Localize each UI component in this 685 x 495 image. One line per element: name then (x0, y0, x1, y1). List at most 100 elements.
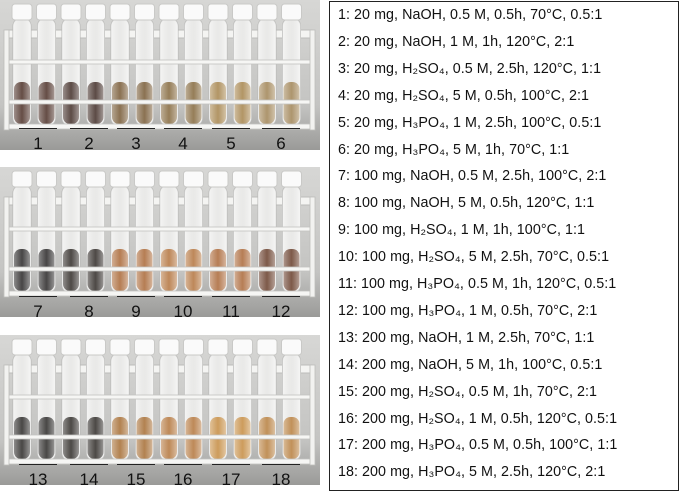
test-tube (256, 170, 278, 294)
rack-post (3, 29, 10, 131)
sample-number-label: 12 (261, 296, 301, 320)
sample-number-label: 13 (18, 464, 58, 488)
rack-post (309, 29, 316, 131)
sample-number-row-3: 13 14 15 16 17 18 (18, 464, 308, 494)
test-tube (158, 170, 180, 294)
test-tube (85, 338, 106, 462)
sample-number-text: 6 (276, 134, 286, 153)
sample-number-text: 9 (131, 302, 141, 321)
sample-number-text: 4 (178, 134, 188, 153)
underline-divider (70, 296, 108, 297)
rack-post (3, 364, 10, 466)
test-tube (36, 338, 57, 462)
legend-entry: 17: 200 mg, H₃PO₄, 0.5 M, 0.5h, 100°C, 1… (338, 437, 618, 454)
underline-divider (19, 128, 57, 129)
tube-rack-photo-2 (0, 167, 320, 317)
test-tube (11, 170, 33, 294)
tube-rack-photo-3 (0, 335, 320, 485)
sample-number-text: 12 (271, 302, 291, 321)
test-tube (281, 170, 302, 294)
legend-entry: 15: 200 mg, H₂SO₄, 0.5 M, 1h, 70°C, 2:1 (338, 383, 598, 400)
test-tube (60, 338, 82, 462)
test-tube (256, 3, 278, 127)
test-tube (134, 170, 155, 294)
rack-rail (3, 59, 315, 65)
legend-entry: 12: 100 mg, H₃PO₄, 1 M, 0.5h, 70°C, 2:1 (338, 302, 598, 319)
legend-entry: 10: 100 mg, H₂SO₄, 5 M, 2.5h, 70°C, 0.5:… (338, 249, 610, 266)
legend-entry: 5: 20 mg, H₃PO₄, 1 M, 2.5h, 100°C, 0.5:1 (338, 114, 602, 131)
test-tube (207, 338, 229, 462)
test-tube (11, 338, 33, 462)
underline-divider (212, 296, 250, 297)
sample-number-label: 7 (18, 296, 58, 320)
underline-divider (117, 296, 155, 297)
sample-number-text: 10 (173, 302, 193, 321)
sample-number-label: 11 (211, 296, 251, 320)
test-tube (207, 3, 229, 127)
underline-divider (212, 128, 250, 129)
underline-divider (262, 128, 300, 129)
sample-number-text: 13 (28, 470, 48, 489)
test-tube (281, 338, 302, 462)
underline-divider (70, 128, 108, 129)
test-tube (109, 3, 131, 127)
test-tube (232, 3, 253, 127)
test-tube (109, 338, 131, 462)
legend-entry: 4: 20 mg, H₂SO₄, 5 M, 0.5h, 100°C, 2:1 (338, 87, 590, 104)
sample-number-text: 2 (84, 134, 94, 153)
sample-number-row-1: 1 2 3 4 5 6 (18, 128, 308, 158)
legend-entry: 9: 100 mg, H₂SO₄, 1 M, 1h, 100°C, 1:1 (338, 222, 586, 239)
test-tube (11, 3, 33, 127)
sample-number-text: 14 (79, 470, 99, 489)
underline-divider (19, 464, 57, 465)
rack-rail (3, 99, 315, 105)
sample-number-label: 9 (116, 296, 156, 320)
test-tube (134, 338, 155, 462)
legend-entry: 18: 200 mg, H₃PO₄, 5 M, 2.5h, 120°C, 2:1 (338, 464, 606, 481)
sample-number-label: 2 (69, 128, 109, 152)
test-tube (36, 3, 57, 127)
rack-post (3, 196, 10, 298)
underline-divider (19, 296, 57, 297)
rack-post (309, 364, 316, 466)
sample-number-text: 17 (221, 470, 241, 489)
test-tube (232, 170, 253, 294)
sample-number-label: 16 (163, 464, 203, 488)
sample-number-label: 14 (69, 464, 109, 488)
legend-entry: 1: 20 mg, NaOH, 0.5 M, 0.5h, 70°C, 0.5:1 (338, 7, 603, 23)
underline-divider (164, 464, 202, 465)
legend-entry: 7: 100 mg, NaOH, 0.5 M, 2.5h, 100°C, 2:1 (338, 168, 607, 185)
legend-entry: 2: 20 mg, NaOH, 1 M, 1h, 120°C, 2:1 (338, 33, 575, 50)
legend-entry: 11: 100 mg, H₃PO₄, 0.5 M, 1h, 120°C, 0.5… (338, 276, 617, 292)
legend-entry: 8: 100 mg, NaOH, 5 M, 0.5h, 120°C, 1:1 (338, 195, 595, 212)
test-tube (183, 3, 204, 127)
legend-entry: 3: 20 mg, H₂SO₄, 0.5 M, 2.5h, 120°C, 1:1 (338, 60, 602, 77)
sample-number-label: 17 (211, 464, 251, 488)
rack-post (309, 196, 316, 298)
test-tube (158, 338, 180, 462)
legend-entry: 13: 200 mg, NaOH, 1 M, 2.5h, 70°C, 1:1 (338, 329, 595, 346)
test-tube (85, 170, 106, 294)
test-tube (60, 3, 82, 127)
sample-number-label: 8 (69, 296, 109, 320)
tube-rack-svg (0, 335, 320, 485)
rack-rail (3, 434, 315, 440)
sample-number-text: 1 (33, 134, 43, 153)
underline-divider (117, 464, 155, 465)
sample-number-text: 11 (222, 302, 240, 321)
test-tube (109, 170, 131, 294)
sample-number-label: 3 (116, 128, 156, 152)
legend-entry: 16: 200 mg, H₂SO₄, 1 M, 0.5h, 120°C, 0.5… (338, 410, 618, 427)
underline-divider (70, 464, 108, 465)
sample-number-label: 4 (163, 128, 203, 152)
sample-number-text: 16 (173, 470, 193, 489)
sample-number-text: 3 (131, 134, 141, 153)
test-tube (256, 338, 278, 462)
test-tube (207, 170, 229, 294)
sample-number-label: 6 (261, 128, 301, 152)
sample-number-label: 15 (116, 464, 156, 488)
tube-rack-svg (0, 0, 320, 150)
sample-number-text: 18 (271, 470, 291, 489)
underline-divider (262, 464, 300, 465)
sample-number-label: 1 (18, 128, 58, 152)
